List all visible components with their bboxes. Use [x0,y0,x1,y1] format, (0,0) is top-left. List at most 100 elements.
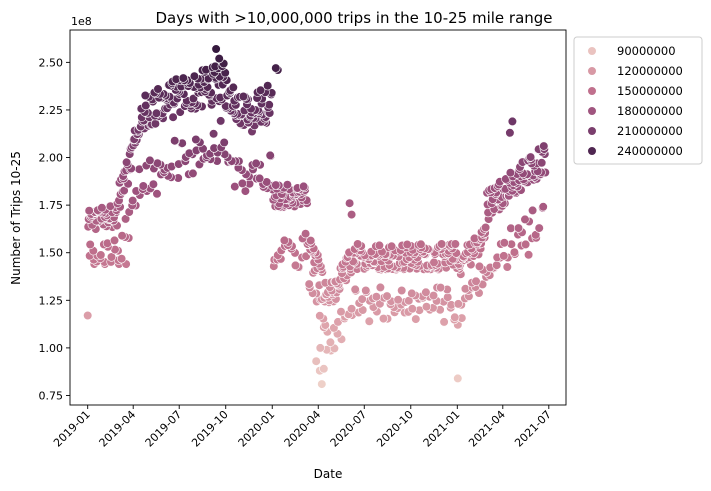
data-point [97,203,107,213]
data-point [437,239,447,249]
data-point [117,231,127,241]
legend-marker [587,146,597,156]
data-point [471,276,481,286]
data-point [453,299,463,309]
y-tick-label: 1.25 [39,294,64,307]
data-point [505,168,516,178]
data-point [264,100,274,110]
data-point [450,239,460,249]
data-point [191,134,201,145]
data-point [502,262,512,272]
y-tick-label: 0.75 [39,389,64,402]
x-tick-label: 2020-01 [236,408,278,450]
data-point [347,304,357,314]
data-point [407,304,417,314]
x-tick-label: 2020-10 [374,408,416,450]
x-tick-label: 2021-07 [512,408,554,450]
x-tick-label: 2021-01 [421,408,463,450]
data-point [319,364,329,374]
data-point [189,71,199,81]
x-axis: 2019-01 2019-04 2019-07 2019-10 2020-01 2020-… [51,405,554,450]
y-tick-label: 2.50 [39,56,64,69]
data-point [152,189,162,199]
legend-label: 210000000 [617,124,683,138]
data-point [474,261,485,272]
y-axis: 0.75 1.00 1.25 1.50 1.75 2.00 2.25 2.50 [39,56,70,402]
data-point [382,291,392,301]
y-tick-label: 1.00 [39,342,64,355]
data-point [416,239,426,249]
data-point [141,100,151,111]
data-point [364,316,374,326]
data-point [216,116,226,126]
y-tick-label: 2.00 [39,152,64,165]
data-point [315,343,325,353]
data-point [109,235,120,245]
data-points [83,44,550,389]
data-point [357,294,367,304]
data-point [237,178,247,188]
legend-marker [587,106,597,116]
data-point [375,282,386,293]
data-point [361,285,371,296]
data-point [219,137,229,148]
data-point [439,317,449,327]
legend-label: 180000000 [617,104,683,118]
data-point [282,180,293,190]
data-point [145,155,155,165]
legend-marker [587,66,597,76]
legend-label: 120000000 [617,64,683,78]
y-axis-offset-label: 1e8 [71,15,92,28]
data-point [421,287,431,297]
data-point [301,229,311,239]
data-point [481,222,491,233]
data-point [499,251,509,261]
data-point [188,93,198,104]
data-point [148,179,158,189]
legend-box [573,36,703,165]
data-point [450,312,460,322]
data-point [317,379,327,389]
data-point [170,136,180,146]
data-point [83,310,93,321]
data-point [121,157,132,167]
data-point [520,239,531,249]
x-tick-label: 2020-07 [328,408,370,450]
data-point [534,223,544,233]
data-point [265,150,275,160]
y-tick-label: 1.50 [39,247,64,260]
data-point [96,250,106,260]
x-tick-label: 2020-04 [282,408,324,450]
data-point [263,81,273,91]
data-point [527,205,538,215]
data-point [371,292,382,302]
data-point [387,241,397,251]
legend-marker [587,126,597,136]
data-point [228,82,238,92]
x-axis-label: Date [314,467,343,481]
legend-label: 150000000 [617,84,683,98]
data-point [402,239,412,250]
data-point [178,73,188,83]
data-point [336,307,346,317]
data-point [538,202,548,212]
data-point [443,292,453,302]
data-point [325,337,336,347]
data-point [290,260,301,271]
y-axis-label: Number of Trips 10-25 [9,151,23,285]
data-point [119,186,129,196]
data-point [140,90,150,101]
x-tick-label: 2019-07 [143,408,185,450]
data-point [168,112,178,122]
data-point [429,257,439,268]
data-point [214,53,224,64]
data-point [151,108,162,118]
data-point [209,129,219,139]
data-point [211,44,221,54]
y-tick-label: 1.75 [39,199,64,212]
data-point [271,63,281,73]
data-point [374,240,385,250]
legend: 90000000 120000000 150000000 180000000 21000… [573,36,703,165]
data-point [353,239,363,249]
